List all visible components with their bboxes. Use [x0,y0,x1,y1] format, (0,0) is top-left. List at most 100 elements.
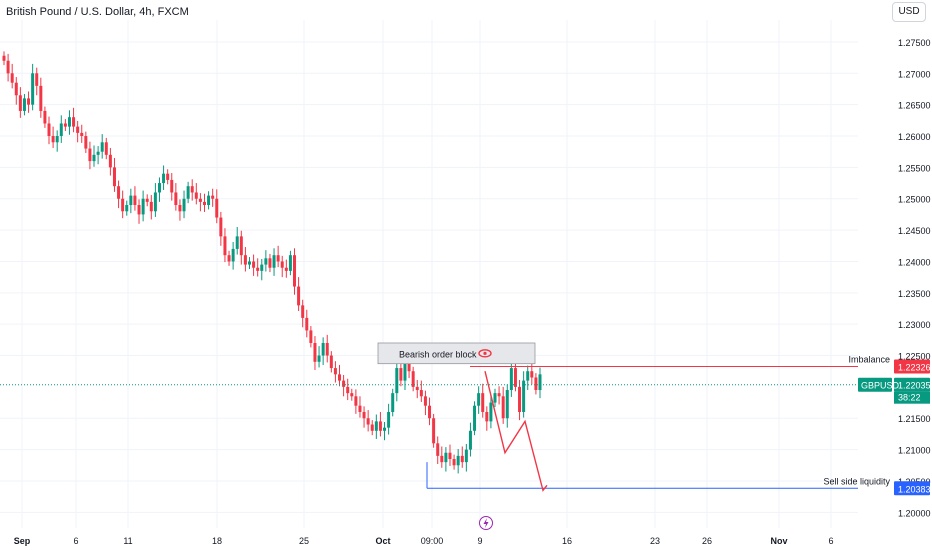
candle-body [481,393,485,412]
y-tick-label: 1.27000 [898,69,931,79]
candle-body [276,255,280,262]
y-tick-label: 1.21500 [898,414,931,424]
candle-body [162,173,166,184]
y-tick-label: 1.22500 [898,352,931,362]
lightning-icon [479,516,493,530]
candle-body [178,205,182,212]
order-block-box [377,342,536,365]
candle-body [104,142,108,155]
x-tick-label: 09:00 [421,536,444,546]
x-axis: Sep 6 11 18 25 Oct 09:00 9 16 23 26 Nov 6 [14,536,834,546]
candle-body [264,258,268,265]
candle-body [51,136,55,143]
candle-body [497,393,501,397]
candle-body [186,186,190,199]
candle-body [137,205,141,215]
x-tick-label: 9 [477,536,482,546]
candle-body [362,411,366,419]
candle-body [59,123,63,137]
candle-body [485,411,489,422]
candle-body [321,342,325,356]
candle-body [121,198,125,212]
candle-body [538,374,542,391]
candle-body [419,390,423,397]
candle-body [464,449,468,463]
y-tick-label: 1.25500 [898,163,931,173]
candle-body [166,173,170,180]
liquidity-price-badge-bg [894,481,930,496]
x-tick-label: 16 [562,536,572,546]
liquidity-label: Sell side liquidity [823,476,890,486]
candle-body [108,154,112,168]
candle-body [202,201,206,206]
x-tick-label: Nov [770,536,787,546]
candle-body [133,195,137,206]
candle-body [505,390,509,419]
candle-body [190,186,194,193]
countdown-bg [894,391,930,404]
candle-body [468,430,472,450]
candle-body [440,455,444,463]
x-tick-label: 6 [828,536,833,546]
y-tick-label: 1.23000 [898,320,931,330]
last-price-badge-bg [894,377,930,392]
annotations: Bearish order block Imbalance Sell side li… [0,342,931,530]
candle-body [145,198,149,202]
candle-body [518,386,522,412]
imbalance-price-badge-bg [894,359,930,374]
countdown-label: 38:22 [898,393,921,403]
candle-body [366,418,370,425]
candle-body [350,393,354,397]
candle-body [207,195,211,206]
imbalance-label: Imbalance [848,354,890,364]
last-price-badge: 1.22035 [898,381,931,391]
candle-body [63,123,67,127]
candle-body [358,405,362,412]
candle-body [526,371,530,381]
y-tick-label: 1.26000 [898,132,931,142]
candle-body [305,317,309,331]
lightning-icon-bolt [483,518,489,528]
candle-body [452,459,456,466]
candle-body [2,55,6,61]
candle-body [247,261,251,265]
candle-body [100,142,104,152]
candle-body [194,192,198,199]
candle-body [509,368,513,391]
currency-button[interactable]: USD [892,2,926,22]
candle-body [182,198,186,212]
candle-body [407,358,411,372]
candle-body [235,236,239,249]
candle-body [411,371,415,387]
candle-body [157,183,161,193]
candle-body [522,380,526,412]
candle-body [6,60,10,74]
candle-body [513,368,517,387]
y-tick-label: 1.24000 [898,257,931,267]
candle-body [284,267,288,271]
symbol-tag-bg [858,377,892,392]
order-block-label: Bearish order block [399,349,477,359]
candle-body [10,73,14,83]
candle-body [96,151,100,155]
candle-body [428,405,432,419]
candle-body [399,368,403,381]
candle-body [14,82,18,96]
candle-body [354,396,358,406]
candle-body [88,148,92,162]
chart-title: British Pound / U.S. Dollar, 4h, FXCM [6,6,189,18]
x-tick-label: 23 [650,536,660,546]
eye-icon [478,349,492,358]
y-axis: 1.27500 1.27000 1.26500 1.26000 1.25500 1.250… [898,38,931,518]
candle-body [297,286,301,306]
candle-body [346,386,350,394]
candle-body [317,355,321,362]
candle-body [444,452,448,463]
candle-body [67,117,71,127]
candle-body [280,261,284,268]
candle-body [43,110,47,124]
candle-body [333,368,337,375]
eye-icon-pupil [483,351,487,355]
candle-body [293,255,297,287]
